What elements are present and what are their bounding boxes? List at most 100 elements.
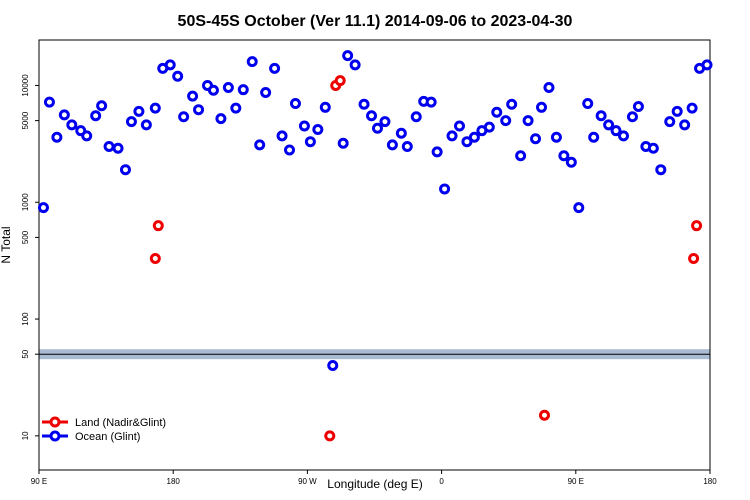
point [164, 59, 176, 71]
point [304, 136, 316, 148]
point [289, 98, 301, 110]
point [491, 106, 503, 118]
point [468, 131, 480, 143]
y-axis-label: N Total [0, 226, 13, 263]
point [260, 87, 272, 99]
point [550, 131, 562, 143]
y-tick-label: 50 [21, 349, 30, 358]
point [536, 101, 548, 113]
point [439, 183, 451, 195]
point [410, 111, 422, 123]
y-tick-label: 5000 [21, 111, 30, 129]
point [90, 110, 102, 122]
point [312, 123, 324, 135]
point [349, 59, 361, 71]
x-tick-label: 90 E [31, 477, 47, 486]
point [371, 122, 383, 134]
point [178, 111, 190, 123]
point [193, 104, 205, 116]
point [453, 120, 465, 132]
point [538, 409, 550, 421]
point [558, 150, 570, 162]
point [395, 127, 407, 139]
point [603, 119, 615, 131]
point [691, 220, 703, 232]
point [149, 252, 161, 264]
point [222, 82, 234, 94]
legend-label: Land (Nadir&Glint) [75, 417, 166, 429]
point [618, 130, 630, 142]
chart-title: 50S-45S October (Ver 11.1) 2014-09-06 to… [178, 13, 573, 30]
point [207, 84, 219, 96]
point [112, 142, 124, 154]
point [522, 115, 534, 127]
point [595, 110, 607, 122]
y-tick-label: 1000 [21, 193, 30, 211]
point [379, 116, 391, 128]
x-axis-label: Longitude (deg E) [327, 477, 422, 491]
point [483, 121, 495, 133]
point [632, 101, 644, 113]
point [664, 116, 676, 128]
point [688, 252, 700, 264]
point [588, 131, 600, 143]
point [246, 56, 258, 68]
point [679, 119, 691, 131]
point [254, 139, 266, 151]
legend-marker [49, 430, 61, 442]
plot-frame [38, 39, 711, 471]
y-tick-label: 10000 [21, 74, 30, 97]
point [298, 120, 310, 132]
point [425, 96, 437, 108]
point [187, 90, 199, 102]
point [140, 119, 152, 131]
point [461, 136, 473, 148]
point [582, 98, 594, 110]
point [172, 70, 184, 82]
y-tick-label: 100 [21, 312, 30, 326]
point [237, 84, 249, 96]
point [386, 139, 398, 151]
point [500, 115, 512, 127]
point [327, 360, 339, 372]
point [671, 105, 683, 117]
point [342, 50, 354, 62]
point [133, 105, 145, 117]
point [119, 164, 131, 176]
point [276, 130, 288, 142]
point [431, 146, 443, 158]
x-tick-label: 90 E [568, 477, 584, 486]
point [103, 141, 115, 153]
point [334, 75, 346, 87]
point [701, 59, 713, 71]
point [230, 102, 242, 114]
point [43, 96, 55, 108]
point [149, 102, 161, 114]
point [655, 164, 667, 176]
point [215, 113, 227, 125]
point [686, 102, 698, 114]
x-tick-label: 180 [167, 477, 181, 486]
legend-marker [49, 416, 61, 428]
x-tick-label: 180 [703, 477, 717, 486]
point [58, 109, 70, 121]
point [573, 202, 585, 214]
point [319, 101, 331, 113]
point [506, 98, 518, 110]
point [358, 98, 370, 110]
point [337, 137, 349, 149]
point [446, 130, 458, 142]
x-tick-label: 90 W [298, 477, 317, 486]
point [515, 150, 527, 162]
point [401, 141, 413, 153]
legend-label: Ocean (Glint) [75, 431, 140, 443]
point [565, 156, 577, 168]
point [530, 133, 542, 145]
point [626, 111, 638, 123]
point [81, 130, 93, 142]
point [610, 125, 622, 137]
point [96, 100, 108, 112]
point [37, 202, 49, 214]
x-tick-label: 0 [439, 477, 444, 486]
